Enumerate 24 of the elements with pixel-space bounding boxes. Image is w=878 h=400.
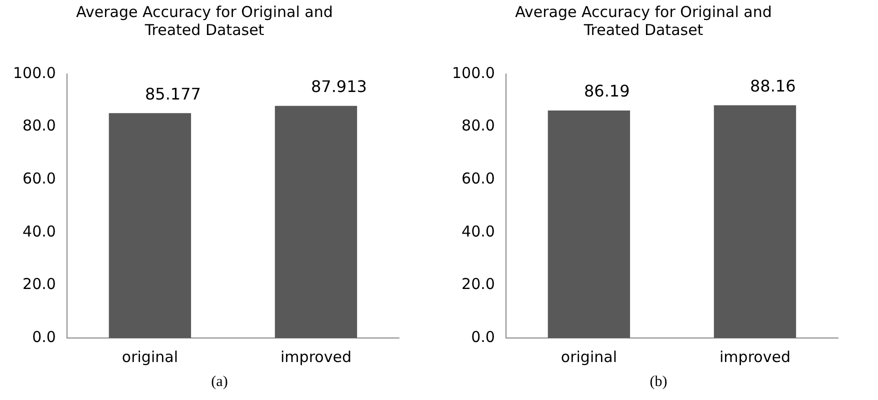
y-tick-label: 20.0 bbox=[22, 275, 56, 294]
chart-title: Average Accuracy for Original and Treated Dataset bbox=[515, 2, 772, 39]
chart-title: Average Accuracy for Original and Treated Dataset bbox=[76, 2, 333, 39]
y-tick-label: 60.0 bbox=[462, 169, 495, 188]
y-tick-label: 40.0 bbox=[22, 222, 56, 240]
x-tick-label: original bbox=[560, 348, 617, 366]
y-tick-label: 20.0 bbox=[462, 275, 495, 294]
data-label: 87.913 bbox=[310, 77, 367, 96]
y-tick-label: 40.0 bbox=[462, 222, 495, 240]
y-tick-label: 0.0 bbox=[32, 328, 56, 346]
y-tick-label: 100.0 bbox=[452, 64, 495, 82]
x-tick-label: improved bbox=[720, 348, 790, 366]
data-label: 86.19 bbox=[584, 82, 630, 101]
y-tick-label: 100.0 bbox=[12, 64, 56, 82]
x-tick-label: original bbox=[122, 348, 178, 366]
y-tick-label: 0.0 bbox=[471, 328, 495, 346]
y-tick-label: 80.0 bbox=[462, 116, 495, 135]
x-tick-label: improved bbox=[280, 348, 352, 366]
data-label: 88.16 bbox=[750, 76, 796, 96]
text: (b) bbox=[650, 373, 668, 392]
text: (a) bbox=[211, 373, 228, 392]
data-label: 85.177 bbox=[144, 84, 201, 104]
y-tick-label: 80.0 bbox=[22, 116, 56, 135]
y-tick-label: 60.0 bbox=[22, 169, 56, 188]
